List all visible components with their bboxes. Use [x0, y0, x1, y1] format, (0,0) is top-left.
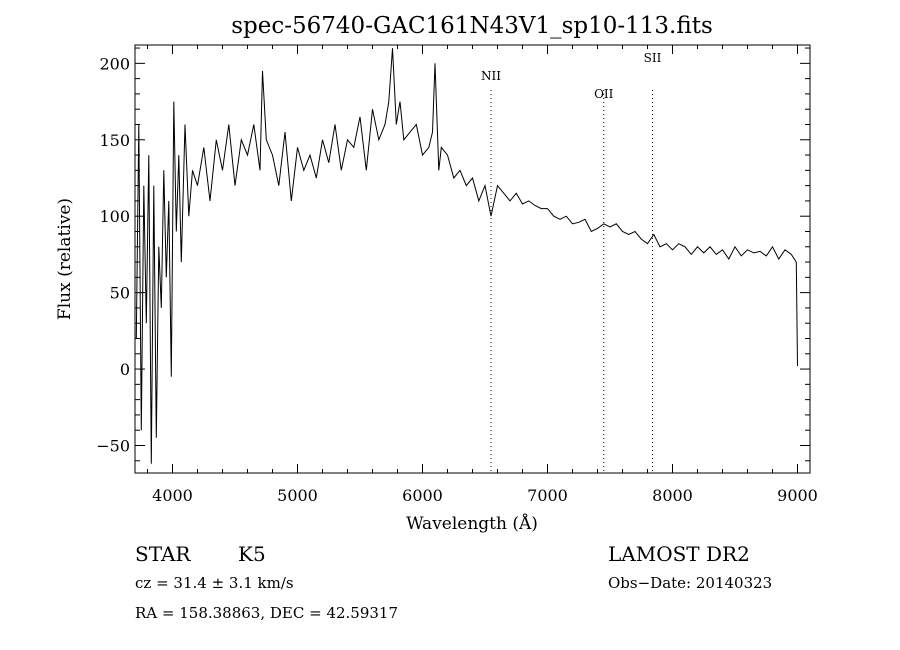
redshift-velocity: cz = 31.4 ± 3.1 km/s — [135, 574, 294, 592]
y-tick-label: 200 — [99, 54, 130, 73]
y-tick-label: −50 — [96, 436, 130, 455]
x-axis-label: Wavelength (Å) — [406, 513, 538, 534]
object-class: STAR — [135, 542, 191, 566]
y-axis-label: Flux (relative) — [55, 198, 75, 320]
emission-line-label: SII — [644, 51, 662, 65]
survey-name: LAMOST DR2 — [608, 542, 750, 566]
x-ticks: 4000 5000 6000 7000 8000 9000 — [147, 45, 818, 505]
coordinates: RA = 158.38863, DEC = 42.59317 — [135, 604, 399, 622]
y-tick-label: 0 — [120, 360, 130, 379]
y-ticks: −50 0 50 100 150 200 — [96, 47, 810, 462]
y-tick-label: 150 — [99, 131, 130, 150]
x-tick-label: 4000 — [152, 486, 193, 505]
y-tick-label: 50 — [110, 284, 130, 303]
object-subclass: K5 — [238, 542, 266, 566]
x-tick-label: 8000 — [652, 486, 693, 505]
emission-lines: NII OII SII — [481, 51, 662, 473]
y-tick-label: 100 — [99, 207, 130, 226]
emission-line-label: OII — [594, 87, 614, 101]
plot-frame — [134, 44, 811, 474]
observation-date: Obs−Date: 20140323 — [608, 574, 773, 592]
chart-title: spec-56740-GAC161N43V1_sp10-113.fits — [231, 13, 713, 39]
x-tick-label: 7000 — [527, 486, 568, 505]
x-tick-label: 9000 — [777, 486, 818, 505]
spectrum-line — [135, 48, 798, 464]
x-tick-label: 6000 — [402, 486, 443, 505]
spectrum-line-group — [135, 48, 798, 464]
x-tick-label: 5000 — [277, 486, 318, 505]
emission-line-label: NII — [481, 69, 501, 83]
